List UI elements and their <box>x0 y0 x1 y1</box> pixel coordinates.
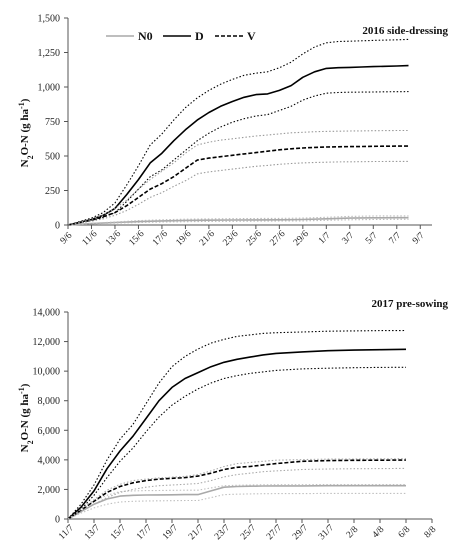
x-tick-label: 8/8 <box>423 525 439 541</box>
y-tick-label: 0 <box>55 515 60 526</box>
legend-label-n0: N0 <box>138 29 153 43</box>
series-v-lower <box>67 467 407 520</box>
legend-label-d: D <box>195 29 204 43</box>
x-tick-label: 23/6 <box>221 229 240 248</box>
series-v-upper <box>67 458 407 520</box>
x-tick-label: 11/7 <box>57 523 76 542</box>
y-tick-label: 12,000 <box>33 337 61 348</box>
y-tick-label: 250 <box>45 186 60 197</box>
series-v-mean <box>67 459 407 520</box>
x-tick-label: 21/7 <box>187 523 206 542</box>
x-tick-label: 19/7 <box>161 523 180 542</box>
plot-area: 0 2,000 4,000 6,000 8,000 10,000 12,000 14,000 1… <box>33 308 439 543</box>
series-n0-upper <box>67 483 406 520</box>
chart-2016-side-dressing: 2016 side-dressing N2O-N (g ha-1) N0 D V… <box>17 14 449 249</box>
x-tick-label: 13/7 <box>83 523 102 542</box>
x-tick-label: 31/7 <box>317 523 336 542</box>
x-tick-label: 25/6 <box>245 229 264 248</box>
series-d-mean <box>67 64 409 226</box>
series-d-mean <box>67 348 407 520</box>
series-n0-mean <box>67 216 409 226</box>
x-tick-label: 13/6 <box>104 229 123 248</box>
y-tick-label: 2,000 <box>38 485 61 496</box>
chart-title: 2017 pre-sowing <box>372 298 449 310</box>
chart-2017-pre-sowing: 2017 pre-sowing N2O-N (g ha-1) 0 2,000 4,0… <box>17 298 449 542</box>
x-tick-label: 2/8 <box>345 525 361 541</box>
y-tick-label: 6,000 <box>38 426 61 437</box>
x-tick-label: 9/7 <box>411 231 427 247</box>
x-tick-label: 9/6 <box>59 231 75 247</box>
x-tick-label: 15/6 <box>128 229 147 248</box>
y-tick-label: 10,000 <box>33 367 61 378</box>
x-tick-label: 23/7 <box>213 523 232 542</box>
series-v-lower <box>67 160 409 226</box>
series-n0-lower <box>67 218 409 226</box>
legend: N0 D V <box>106 29 256 43</box>
y-axis-label: N2O-N (g ha-1) <box>17 98 35 167</box>
y-tick-label: 1,250 <box>38 48 61 59</box>
y-tick-label: 1,500 <box>38 14 61 25</box>
chart-title: 2016 side-dressing <box>362 25 448 37</box>
x-tick-label: 11/6 <box>81 229 100 248</box>
series-d-lower <box>67 91 409 226</box>
y-tick-label: 8,000 <box>38 396 61 407</box>
y-tick-label: 500 <box>45 152 60 163</box>
x-tick-label: 27/6 <box>268 229 287 248</box>
x-tick-label: 3/7 <box>341 231 357 247</box>
x-tick-label: 25/7 <box>239 523 258 542</box>
x-tick-label: 15/7 <box>109 523 128 542</box>
y-tick-label: 0 <box>55 221 60 232</box>
y-tick-label: 1,000 <box>38 83 61 94</box>
x-tick-label: 21/6 <box>198 229 217 248</box>
x-tick-label: 6/8 <box>397 525 413 541</box>
legend-label-v: V <box>247 29 256 43</box>
y-tick-label: 14,000 <box>33 308 61 319</box>
series-v-upper <box>67 129 409 226</box>
series-n0-mean <box>67 484 406 520</box>
x-tick-label: 27/7 <box>265 523 284 542</box>
x-tick-label: 29/6 <box>292 229 311 248</box>
x-tick-label: 5/7 <box>364 231 380 247</box>
x-tick-label: 1/7 <box>317 231 333 247</box>
x-tick-label: 17/7 <box>135 523 154 542</box>
x-tick-label: 19/6 <box>174 229 193 248</box>
series-n0-lower <box>67 492 406 520</box>
x-tick-label: 4/8 <box>371 525 387 541</box>
y-tick-label: 750 <box>45 117 60 128</box>
x-tick-label: 7/7 <box>388 231 404 247</box>
series-n0-upper <box>67 215 409 226</box>
series-d-lower <box>67 366 407 520</box>
x-tick-label: 29/7 <box>291 523 310 542</box>
series-v-mean <box>67 145 409 226</box>
series-d-upper <box>67 38 409 226</box>
plot-area: 0 250 500 750 1,000 1,250 1,500 9/6 11/6 13/6 15/6… <box>38 14 432 248</box>
y-tick-label: 4,000 <box>38 455 61 466</box>
y-axis-label: N2O-N (g ha-1) <box>17 383 35 452</box>
x-tick-label: 17/6 <box>151 229 170 248</box>
